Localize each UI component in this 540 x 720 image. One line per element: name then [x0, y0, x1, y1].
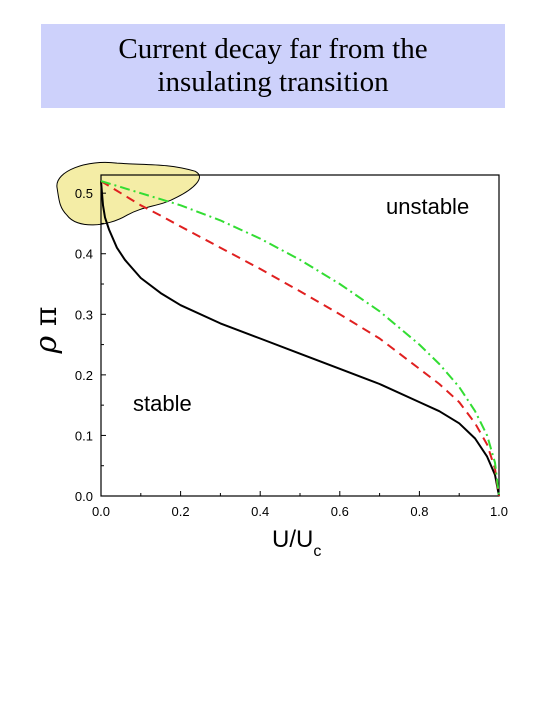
y-axis-label-rho: ρ — [29, 335, 64, 354]
series-line-dashed — [100, 180, 500, 497]
y-tick-label: 0.0 — [75, 489, 93, 504]
highlight-blob — [56, 161, 200, 226]
y-tick-label: 0.4 — [75, 247, 93, 262]
x-axis-label-subscript: c — [313, 543, 321, 560]
title-banner: Current decay far from the insulating tr… — [41, 24, 505, 108]
title-line-1: Current decay far from the — [118, 33, 428, 65]
series-line-solid — [100, 181, 500, 497]
plot-frame — [100, 174, 500, 497]
annotation-unstable: unstable — [386, 194, 469, 219]
y-axis-label-pi: π — [29, 307, 64, 327]
x-axis-label: U/Uc — [272, 526, 321, 560]
annotation-stable: stable — [133, 391, 192, 416]
x-tick-label: 0.2 — [172, 504, 190, 519]
y-tick-label: 0.5 — [75, 186, 93, 201]
y-tick-label: 0.1 — [75, 428, 93, 443]
series-line-dashdot — [100, 180, 500, 497]
y-tick-label: 0.3 — [75, 307, 93, 322]
x-axis-label-main: U/U — [272, 526, 313, 553]
x-tick-label: 0.8 — [410, 504, 428, 519]
x-tick-label: 1.0 — [490, 504, 508, 519]
y-tick-label: 0.2 — [75, 368, 93, 383]
x-tick-label: 0.4 — [251, 504, 269, 519]
title-line-2: insulating transition — [157, 66, 389, 98]
chart: 0.0 0.2 0.4 0.6 0.8 1.0 0.0 0.1 0.2 0.3 0.4 0.5 uns… — [29, 161, 508, 560]
y-axis-label: ρ π — [29, 307, 64, 355]
x-tick-label: 0.6 — [331, 504, 349, 519]
x-tick-label: 0.0 — [92, 504, 110, 519]
